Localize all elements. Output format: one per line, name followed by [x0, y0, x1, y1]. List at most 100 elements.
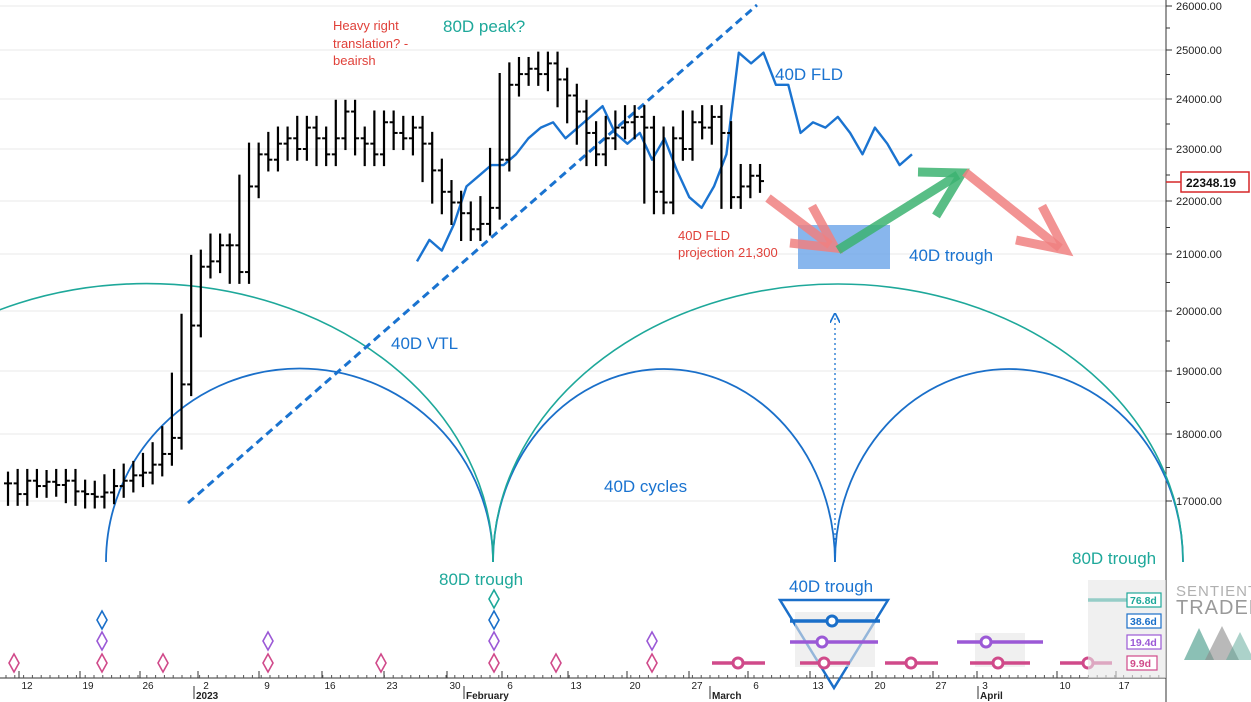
annotation-projection-2: projection 21,300 — [678, 245, 778, 260]
x-tick-label: 13 — [570, 681, 582, 692]
y-tick-label: 17000.00 — [1176, 496, 1222, 508]
x-tick-label: 20 — [874, 681, 886, 692]
phasing-38d-dot — [825, 614, 839, 628]
y-tick-label: 24000.00 — [1176, 94, 1222, 106]
phasing-19d-2-dot — [979, 635, 993, 649]
legend-label-38: 38.6d — [1130, 616, 1157, 628]
month-label: February — [466, 691, 509, 702]
green-arrowhead — [917, 167, 970, 219]
x-tick-label: 30 — [449, 681, 461, 692]
label-40d-fld: 40D FLD — [775, 65, 843, 84]
red-arrowhead-2 — [1015, 203, 1074, 257]
annotation-translation-3: beairsh — [333, 53, 376, 68]
cycle-arcs — [0, 282, 1184, 563]
phasing-9d-2-dot — [817, 656, 831, 670]
legend-box-76 — [1126, 592, 1162, 608]
cycle-arc-80d-2 — [492, 283, 1184, 563]
month-label: 2023 — [196, 691, 219, 702]
diamond-38d — [96, 609, 108, 631]
x-tick-label: 12 — [21, 681, 33, 692]
x-tick-label: 2 — [203, 681, 209, 692]
series-line-40d-vtl — [187, 3, 758, 505]
y-tick-label: 22000.00 — [1176, 196, 1222, 208]
legend-box-9 — [1126, 655, 1158, 671]
annotation-translation-1: Heavy right — [333, 18, 399, 33]
x-tick-label: 19 — [82, 681, 94, 692]
x-tick-label: 27 — [691, 681, 703, 692]
diamond-9d — [8, 652, 20, 674]
x-axis-ticks: 12 19 26 2 9 16 23 30 6 13 20 27 6 13 20 27 3 10 17 2023 Feb… — [5, 671, 1160, 702]
last-price-label: 22348.19 — [1186, 176, 1236, 190]
annotation-translation-2: translation? - — [333, 36, 408, 51]
cycle-arc-40d-3 — [834, 368, 1184, 563]
diamond-38d — [488, 609, 500, 631]
green-arrow-up — [835, 171, 961, 254]
y-tick-label: 21000.00 — [1176, 249, 1222, 261]
x-tick-label: 20 — [629, 681, 641, 692]
diamond-19d — [96, 630, 108, 652]
x-tick-label: 23 — [386, 681, 398, 692]
x-tick-label: 27 — [935, 681, 947, 692]
legend-label-19: 19.4d — [1130, 637, 1157, 649]
diamond-19d — [488, 630, 500, 652]
label-80d-trough-1: 80D trough — [439, 570, 523, 589]
trough-diamonds — [8, 588, 658, 674]
cycle-arc-40d-2 — [492, 368, 836, 563]
x-tick-label: 17 — [1118, 681, 1130, 692]
diamond-9d — [646, 652, 658, 674]
y-tick-label: 25000.00 — [1176, 45, 1222, 57]
legend-label-76: 76.8d — [1130, 595, 1157, 607]
x-tick-label: 13 — [812, 681, 824, 692]
phasing-19d-1-dot — [815, 635, 829, 649]
diamond-9d — [262, 652, 274, 674]
price-bars — [4, 51, 764, 509]
phasing-9d-3-dot — [904, 656, 918, 670]
month-label: April — [980, 691, 1003, 702]
y-tick-label: 20000.00 — [1176, 306, 1222, 318]
legend-box-19 — [1126, 634, 1162, 650]
x-tick-label: 10 — [1059, 681, 1071, 692]
x-tick-label: 26 — [142, 681, 154, 692]
red-arrow-down-2 — [962, 168, 1063, 252]
diamond-9d — [550, 652, 562, 674]
legend-box-38 — [1126, 613, 1162, 629]
diamond-9d — [375, 652, 387, 674]
label-40d-cycles: 40D cycles — [604, 477, 687, 496]
svg-text:TRADER: TRADER — [1176, 597, 1251, 619]
legend-label-9: 9.9d — [1130, 658, 1151, 670]
y-tick-label: 26000.00 — [1176, 1, 1222, 13]
x-tick-label: 6 — [507, 681, 513, 692]
svg-text:SENTIENT: SENTIENT — [1176, 583, 1251, 600]
diamond-19d — [646, 630, 658, 652]
y-tick-label: 19000.00 — [1176, 366, 1222, 378]
cycle-arc-80d-1 — [0, 282, 494, 563]
diamond-76d — [488, 588, 500, 610]
y-tick-label: 23000.00 — [1176, 144, 1222, 156]
x-tick-label: 3 — [982, 681, 988, 692]
red-arrow-down-1 — [765, 194, 833, 249]
phasing-9d-1-dot — [731, 656, 745, 670]
label-40d-trough-upper: 40D trough — [909, 246, 993, 265]
red-arrowhead-1 — [789, 203, 844, 254]
diamond-9d — [488, 652, 500, 674]
diamond-9d — [96, 652, 108, 674]
cycle-arc-40d-1 — [105, 367, 494, 563]
x-tick-label: 9 — [264, 681, 270, 692]
label-80d-trough-2: 80D trough — [1072, 549, 1156, 568]
x-tick-label: 16 — [324, 681, 336, 692]
sentient-trader-logo: SENTIENT TRADER — [1176, 583, 1251, 660]
grid-lines — [0, 5, 1166, 502]
label-40d-vtl: 40D VTL — [391, 334, 458, 353]
label-40d-trough-lower: 40D trough — [789, 577, 873, 596]
annotation-projection-1: 40D FLD — [678, 228, 730, 243]
y-axis-ticks: 26000.00 25000.00 24000.00 23000.00 22000.00… — [1166, 1, 1222, 508]
y-tick-label: 18000.00 — [1176, 429, 1222, 441]
label-80d-peak: 80D peak? — [443, 17, 525, 36]
phasing-markers — [712, 598, 1127, 670]
diamond-9d — [157, 652, 169, 674]
month-label: March — [712, 691, 741, 702]
diamond-19d — [262, 630, 274, 652]
phasing-9d-4-dot — [991, 656, 1005, 670]
x-tick-label: 6 — [753, 681, 759, 692]
